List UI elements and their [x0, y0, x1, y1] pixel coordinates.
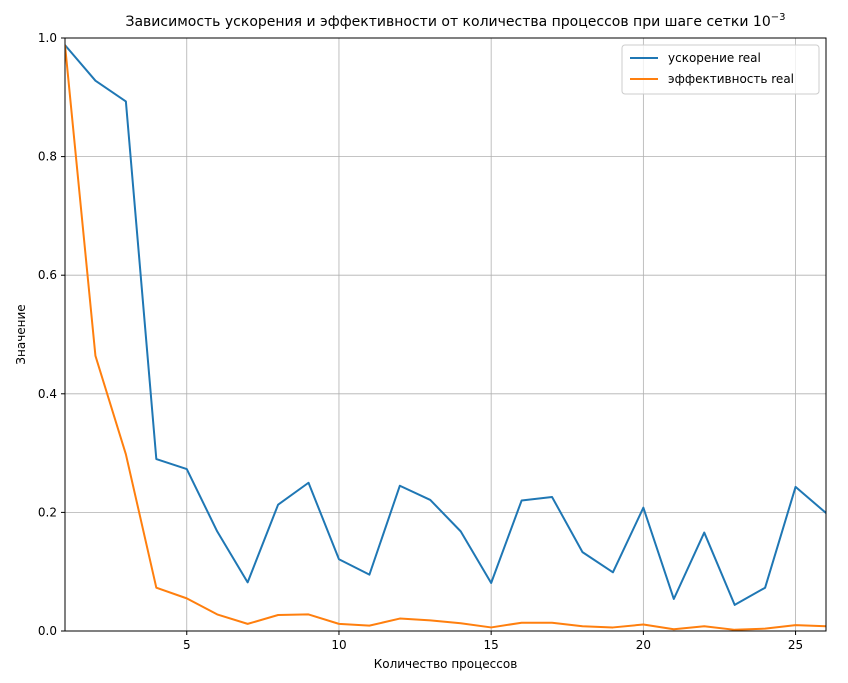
series-lines [65, 44, 826, 631]
x-axis-label: Количество процессов [374, 657, 518, 671]
axis-ticks: 5 10 15 20 25 0.0 0.2 0.4 0.6 0.8 1.0 [38, 31, 803, 652]
plot-frame [64, 37, 827, 632]
x-tick-label-2: 15 [484, 638, 499, 652]
legend-box [621, 44, 820, 95]
y-tick-label-0: 0.0 [38, 624, 57, 638]
y-tick-label-5: 1.0 [38, 31, 57, 45]
chart-title: Зависимость ускорения и эффективности от… [126, 12, 786, 30]
y-tick-label-4: 0.8 [38, 150, 57, 164]
series-line-1 [65, 45, 826, 631]
y-tick-label-3: 0.6 [38, 268, 57, 282]
x-tick-label-0: 5 [183, 638, 191, 652]
legend-label-speedup: ускорение real [668, 51, 761, 65]
series-line-0 [65, 44, 826, 606]
grid [65, 37, 826, 632]
y-tick-label-1: 0.2 [38, 505, 57, 519]
chart-title-main: Зависимость ускорения и эффективности от… [126, 14, 771, 30]
x-tick-label-3: 20 [636, 638, 651, 652]
legend: ускорение real эффективность real [621, 44, 820, 95]
x-tick-label-4: 25 [788, 638, 803, 652]
chart-title-superscript: −3 [771, 12, 786, 23]
y-axis-label: Значение [14, 304, 28, 364]
x-tick-label-1: 10 [331, 638, 346, 652]
y-tick-label-2: 0.4 [38, 387, 57, 401]
legend-label-efficiency: эффективность real [668, 72, 794, 86]
